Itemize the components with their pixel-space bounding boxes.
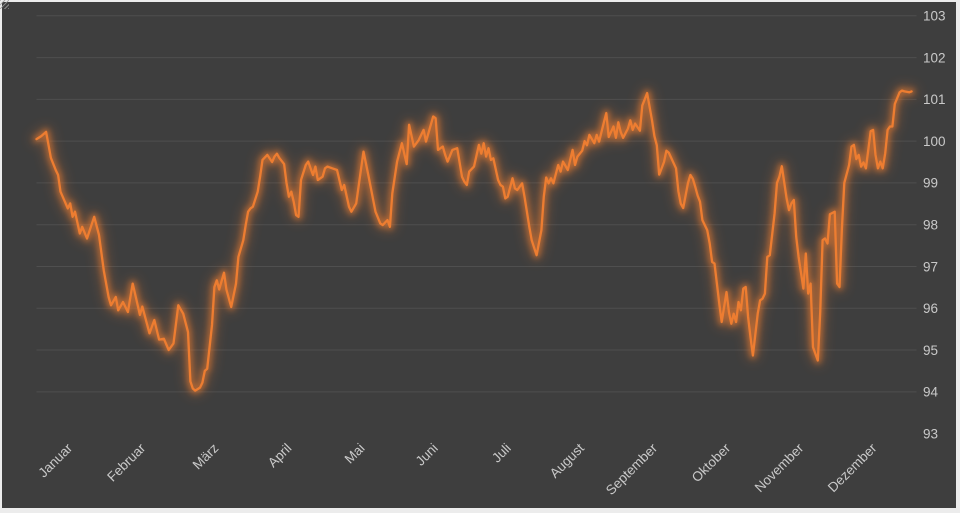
y-axis-tick-label: 100	[923, 134, 946, 149]
x-axis-month-label: Dezember	[825, 440, 880, 495]
x-axis-month-label: Januar	[35, 440, 75, 480]
x-axis-month-label: August	[547, 440, 588, 481]
data-series-group	[31, 85, 918, 397]
y-axis-tick-label: 98	[923, 218, 938, 233]
x-axis-labels-group: Januar Februar März April Mai Juni Juli August S…	[35, 440, 880, 498]
y-axis-labels-group: 93 94 95 96 97 98 99 100 101 102 103	[923, 9, 946, 442]
x-axis-month-label: Juli	[489, 441, 514, 466]
y-axis-tick-label: 96	[923, 301, 938, 316]
x-axis-month-label: März	[190, 440, 222, 472]
x-axis-month-label: Mai	[342, 441, 368, 467]
y-axis-tick-label: 93	[923, 426, 938, 441]
corner-artifact	[0, 0, 9, 9]
y-axis-tick-label: 97	[923, 259, 938, 274]
x-axis-month-label: Oktober	[689, 440, 734, 485]
y-axis-tick-label: 103	[923, 9, 946, 24]
series-line	[35, 89, 913, 392]
x-axis-month-label: Februar	[104, 440, 148, 484]
y-axis-tick-label: 95	[923, 343, 938, 358]
x-axis-month-label: April	[265, 441, 295, 471]
x-axis-month-label: November	[752, 440, 807, 495]
y-axis-tick-label: 101	[923, 92, 946, 107]
x-axis-month-label: Juni	[413, 441, 441, 469]
y-axis-tick-label: 99	[923, 176, 938, 191]
x-axis-month-label: September	[603, 440, 661, 498]
y-axis-tick-label: 102	[923, 50, 946, 65]
y-axis-tick-label: 94	[923, 385, 939, 400]
